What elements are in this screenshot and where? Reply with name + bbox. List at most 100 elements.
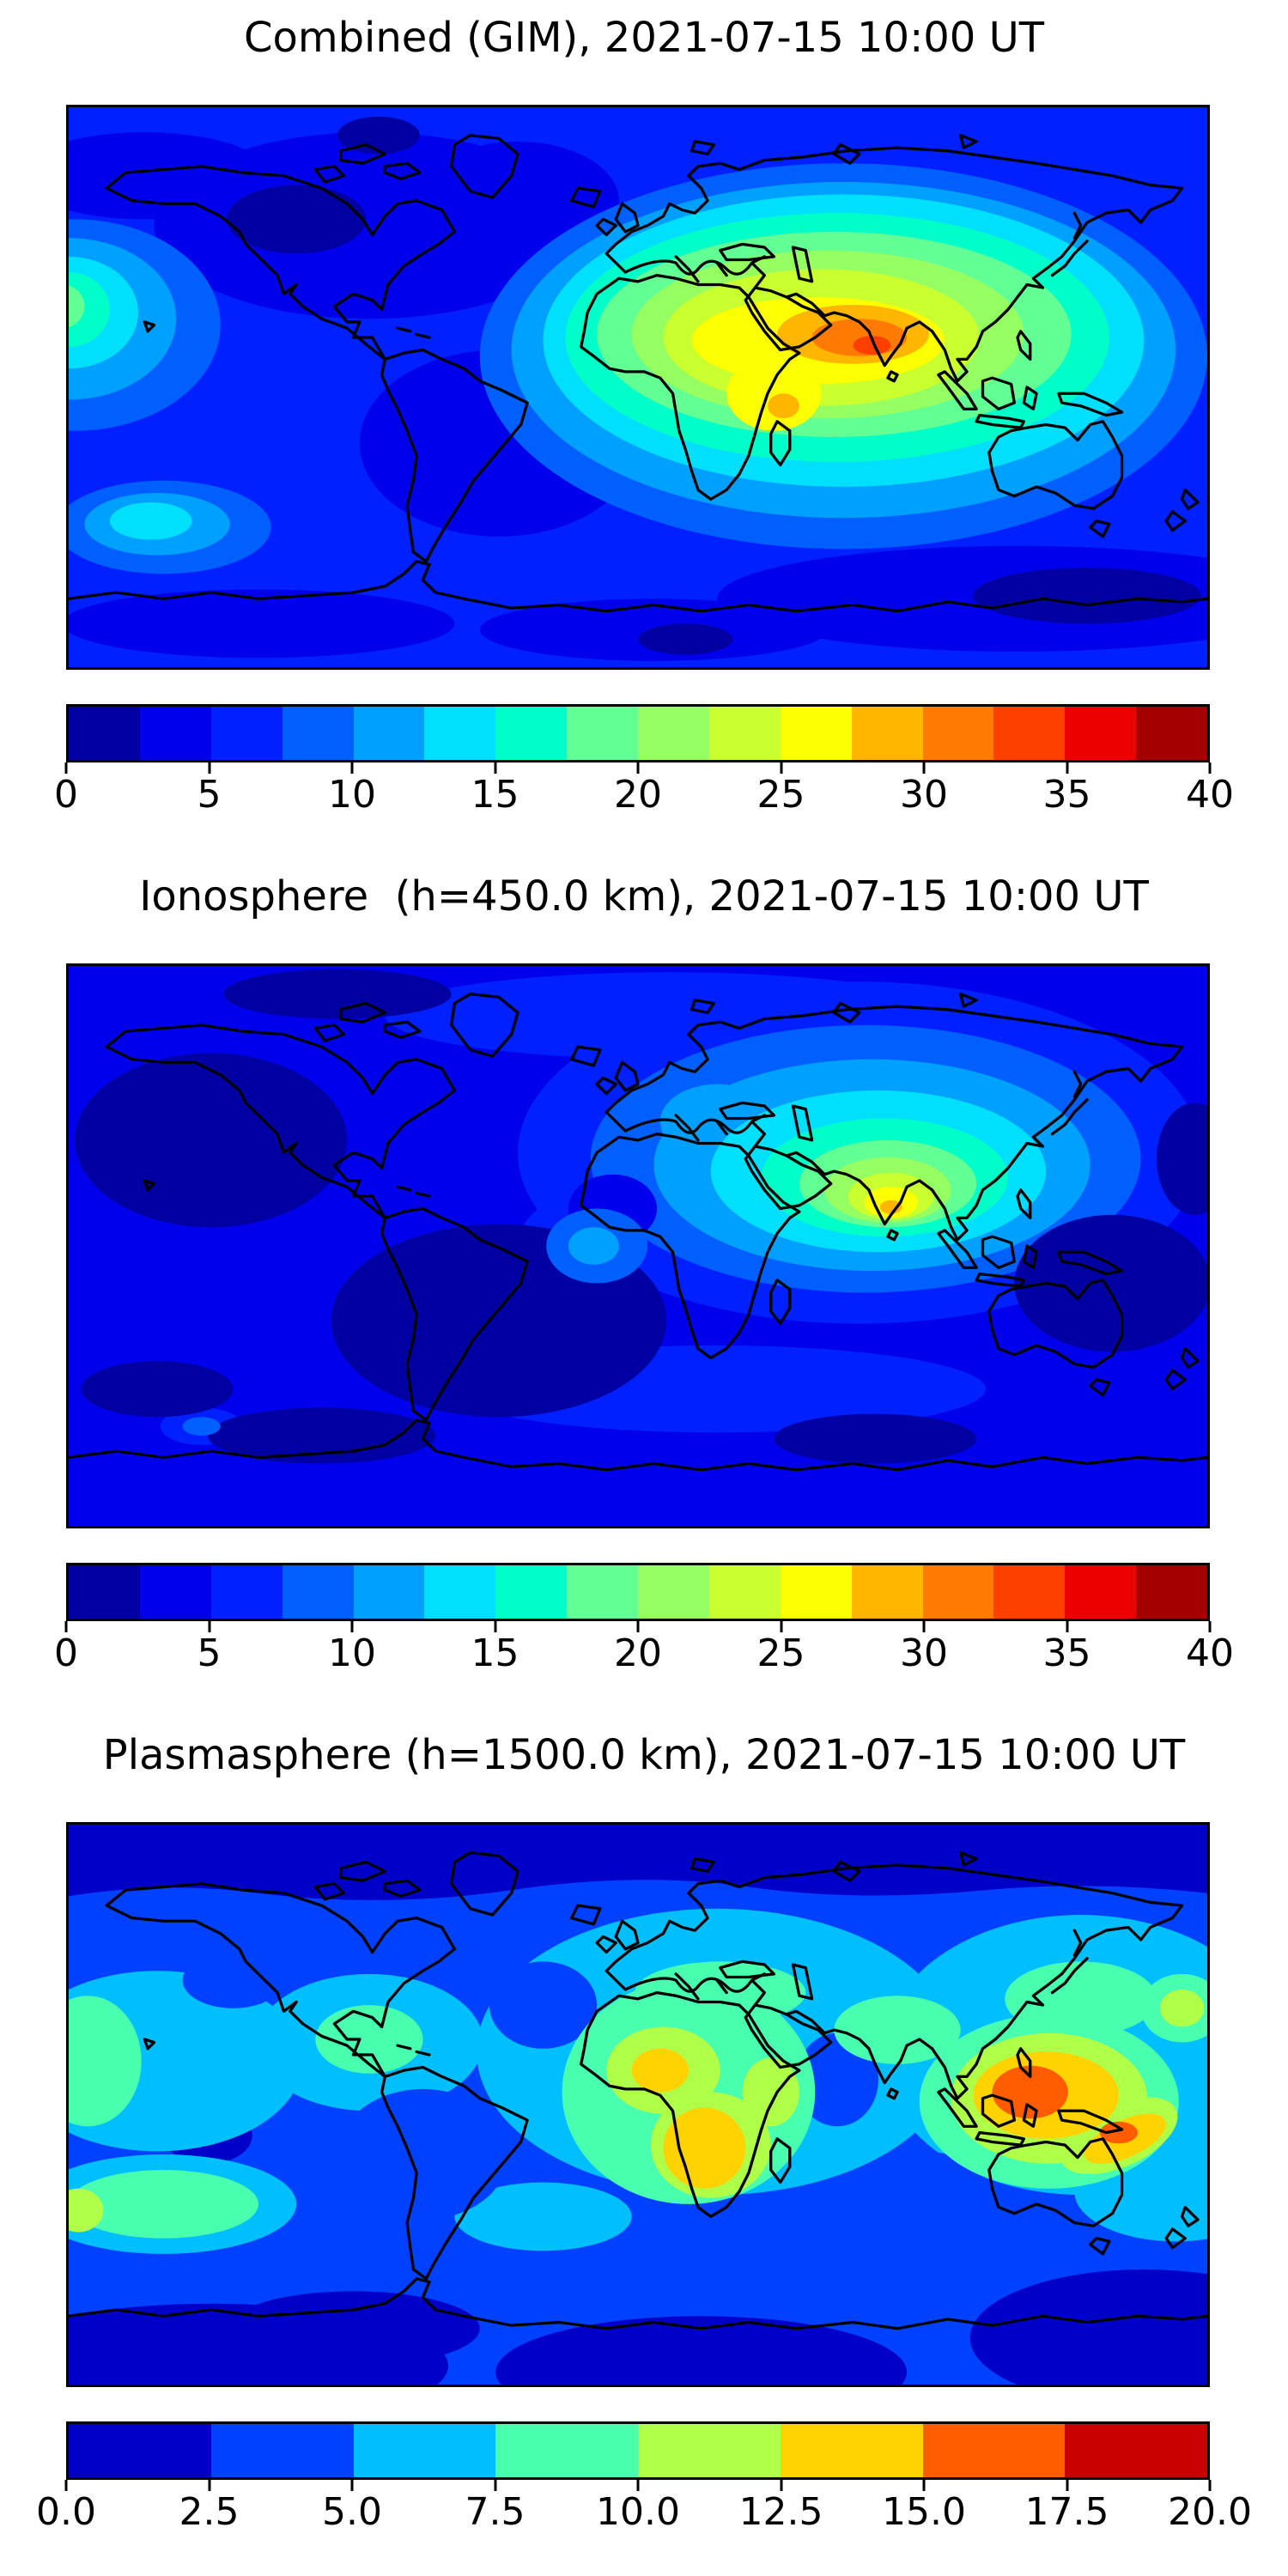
colorbar-tick-label: 15: [471, 773, 519, 817]
colorbar-segment: [851, 707, 923, 760]
colorbar-tick-label: 2.5: [179, 2490, 240, 2534]
panel-plasmasphere: Plasmasphere (h=1500.0 km), 2021-07-15 1…: [0, 1717, 1288, 2576]
colorbar-tick-label: 30: [900, 1631, 948, 1675]
colorbar-tick-label: 5: [197, 1631, 222, 1675]
colorbar-tick-mark: [922, 762, 926, 774]
colorbar-tick-mark: [1208, 762, 1212, 774]
contour-level-2-holes: [182, 1952, 993, 2245]
colorbar-tick-mark: [494, 762, 496, 774]
colorbar-tick-label: 25: [756, 1631, 805, 1675]
colorbar-tick-mark: [780, 2480, 782, 2491]
colorbar-segment: [282, 1565, 354, 1619]
colorbar-tick-label: 0.0: [36, 2490, 96, 2534]
colorbar-tick-mark: [922, 1621, 926, 1632]
colorbar-tick-mark: [350, 2480, 354, 2491]
colorbar-segment: [780, 2424, 923, 2477]
colorbar-tick-label: 30: [900, 773, 948, 817]
colorbar-tick-mark: [350, 1621, 354, 1632]
colorbar-segment: [567, 1565, 638, 1619]
colorbar-tick-label: 35: [1042, 773, 1091, 817]
colorbar-tick-label: 0: [54, 1631, 78, 1675]
colorbar-tick-labels: 0 5 10 15 20 25 30 35 40: [54, 1631, 1234, 1685]
map-frame-ionosphere: [66, 963, 1210, 1528]
colorbar-segment: [1065, 707, 1137, 760]
colorbar-segment: [69, 707, 140, 760]
colorbar-tick-mark: [636, 2480, 640, 2491]
colorbar-segment: [139, 1565, 211, 1619]
colorbar-tick-label: 20: [614, 773, 662, 817]
colorbar-tick-mark: [636, 1621, 640, 1632]
colorbar-tick-mark: [1066, 1621, 1068, 1632]
map-frame-combined: [66, 105, 1210, 670]
colorbar-segment: [495, 707, 568, 760]
colorbar-tick-mark: [64, 762, 68, 774]
colorbar-ticks: [64, 1621, 1212, 1633]
colorbar-segment: [282, 707, 354, 760]
colorbar-segment: [424, 707, 496, 760]
world-map-contour-combined: [69, 107, 1207, 667]
colorbar-ticks: [64, 2480, 1212, 2492]
colorbar-tick-label: 20: [614, 1631, 662, 1675]
colorbar-segment: [638, 2424, 781, 2477]
colorbar-segment: [210, 2424, 354, 2477]
colorbar-tick-label: 25: [756, 773, 805, 817]
colorbar-segment: [851, 1565, 923, 1619]
colorbar-tick-label: 7.5: [465, 2490, 526, 2534]
colorbar-segment: [922, 707, 994, 760]
colorbar-tick-mark: [208, 1621, 210, 1632]
colorbar-segment: [1136, 707, 1207, 760]
colorbar-tick-mark: [922, 2480, 926, 2491]
colorbar-tick-label: 20.0: [1168, 2490, 1252, 2534]
colorbar-tick-mark: [780, 762, 782, 774]
colorbar-segment: [567, 707, 638, 760]
colorbar-tick-label: 0: [54, 773, 78, 817]
colorbar-segment: [922, 2424, 1066, 2477]
colorbar-tick-label: 10.0: [596, 2490, 680, 2534]
colorbar-tick-mark: [64, 2480, 68, 2491]
colorbar-ticks: [64, 762, 1212, 775]
colorbar-segment: [1065, 2424, 1207, 2477]
colorbar-tick-labels: 0 5 10 15 20 25 30 35 40: [54, 773, 1234, 826]
colorbar-combined: [66, 704, 1210, 762]
colorbar-tick-mark: [1066, 2480, 1068, 2491]
colorbar-segment: [1065, 1565, 1137, 1619]
colorbar-segment: [495, 1565, 568, 1619]
colorbar-tick-labels: 0.0 2.5 5.0 7.5 10.0 12.5 15.0 17.5 20.0: [36, 2490, 1252, 2543]
map-frame-plasmasphere: [66, 1822, 1210, 2387]
world-map-contour-plasmasphere: [69, 1825, 1207, 2385]
colorbar-tick-label: 40: [1186, 773, 1234, 817]
colorbar-segment: [993, 707, 1066, 760]
panel-title: Ionosphere (h=450.0 km), 2021-07-15 10:0…: [139, 872, 1149, 920]
colorbar-segment: [780, 1565, 852, 1619]
colorbar-tick-mark: [208, 762, 210, 774]
colorbar-segment: [780, 707, 852, 760]
colorbar-segment: [708, 1565, 781, 1619]
colorbar-tick-label: 10: [328, 1631, 376, 1675]
panel-title: Plasmasphere (h=1500.0 km), 2021-07-15 1…: [102, 1731, 1186, 1779]
contour-level-2: [69, 131, 1207, 661]
colorbar-segment: [424, 1565, 496, 1619]
panel-ionosphere: Ionosphere (h=450.0 km), 2021-07-15 10:0…: [0, 859, 1288, 1717]
colorbar-tick-mark: [780, 1621, 782, 1632]
colorbar-plasmasphere: [66, 2421, 1210, 2480]
colorbar-segment: [638, 707, 709, 760]
colorbar-ionosphere: [66, 1563, 1210, 1621]
colorbar-tick-mark: [1066, 762, 1068, 774]
colorbar-tick-mark: [636, 762, 640, 774]
colorbar-segment: [708, 707, 781, 760]
colorbar-segment: [210, 707, 283, 760]
colorbar-tick-label: 15: [471, 1631, 519, 1675]
colorbar-tick-mark: [350, 762, 354, 774]
colorbar-segment: [638, 1565, 709, 1619]
colorbar-tick-label: 12.5: [738, 2490, 823, 2534]
colorbar-tick-label: 35: [1042, 1631, 1091, 1675]
colorbar-tick-mark: [1208, 2480, 1212, 2491]
colorbar-segment: [495, 2424, 638, 2477]
panel-title: Combined (GIM), 2021-07-15 10:00 UT: [243, 14, 1045, 62]
colorbar-tick-label: 40: [1186, 1631, 1234, 1675]
colorbar-segment: [922, 1565, 994, 1619]
colorbar-tick-label: 5: [197, 773, 222, 817]
colorbar-segment: [69, 2424, 211, 2477]
panel-combined-gim: Combined (GIM), 2021-07-15 10:00 UT: [0, 0, 1288, 859]
